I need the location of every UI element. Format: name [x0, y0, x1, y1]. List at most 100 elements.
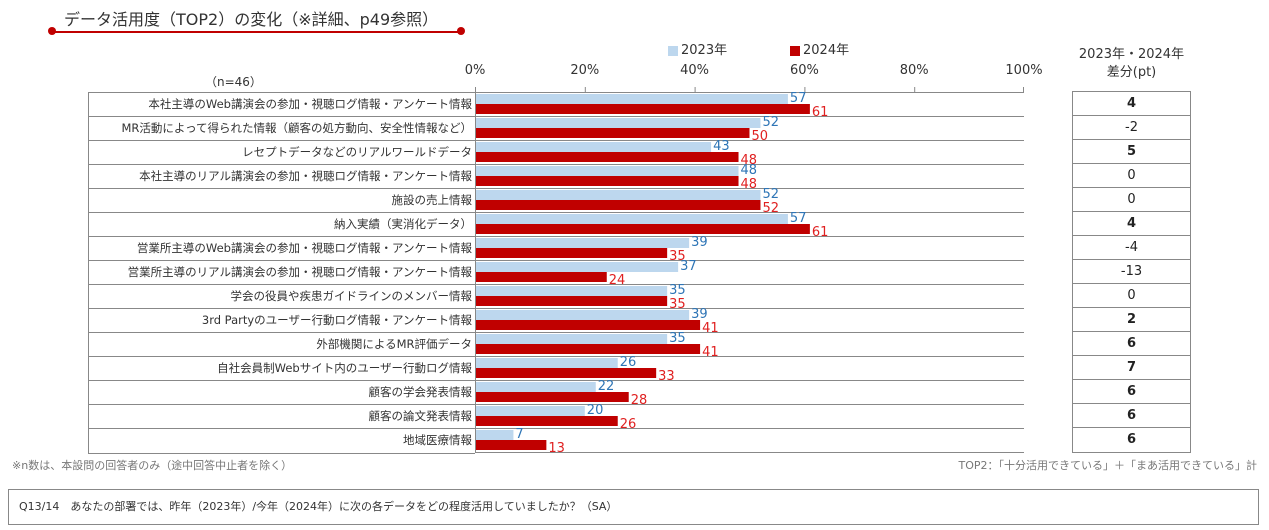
diff-cell: 6: [1073, 332, 1190, 356]
bar-2024年: [475, 224, 810, 234]
bar-2024年: [475, 104, 810, 114]
diff-cell: -13: [1073, 260, 1190, 284]
bar-2024年: [475, 272, 607, 282]
diff-header-line1: 2023年・2024年: [1078, 47, 1185, 62]
diff-cell: 7: [1073, 356, 1190, 380]
data-label-2023年: 52: [762, 187, 779, 202]
bar-plot: 5761525043484848525257613935372435353941…: [475, 87, 1024, 456]
diff-cell: 0: [1073, 188, 1190, 212]
data-label-2023年: 20: [587, 403, 604, 418]
bar-2024年: [475, 320, 701, 330]
bar-2024年: [475, 296, 668, 306]
chart-title: データ活用度（TOP2）の変化（※詳細、p49参照）: [64, 10, 439, 29]
diff-cell: 2: [1073, 308, 1190, 332]
category-label: 本社主導のリアル講演会の参加・視聴ログ情報・アンケート情報: [89, 165, 475, 189]
category-label: レセプトデータなどのリアルワールドデータ: [89, 141, 475, 165]
bar-2023年: [475, 94, 788, 104]
x-tick-label: 80%: [899, 63, 929, 78]
diff-cell: 0: [1073, 164, 1190, 188]
diff-cell: 4: [1073, 212, 1190, 236]
bar-2024年: [475, 416, 618, 426]
bar-2024年: [475, 176, 739, 186]
data-label-2024年: 41: [702, 345, 719, 360]
data-label-2023年: 57: [790, 211, 807, 226]
legend-2024: 2024年: [790, 43, 849, 58]
category-label: 施設の売上情報: [89, 189, 475, 213]
note-right: TOP2：「十分活用できている」＋「まあ活用できている」計: [958, 459, 1257, 472]
data-label-2024年: 61: [812, 225, 829, 240]
x-tick-label: 0%: [464, 63, 486, 78]
data-label-2023年: 48: [741, 163, 758, 178]
bar-2023年: [475, 406, 585, 416]
bar-2024年: [475, 152, 739, 162]
underline-dot-left: [48, 27, 56, 35]
data-label-2023年: 7: [515, 427, 523, 442]
title-underline: [52, 31, 462, 33]
bar-2023年: [475, 190, 761, 200]
bar-2024年: [475, 440, 547, 450]
diff-cell: -2: [1073, 116, 1190, 140]
category-label: 営業所主導のリアル講演会の参加・視聴ログ情報・アンケート情報: [89, 261, 475, 285]
data-label-2023年: 52: [762, 115, 779, 130]
bar-2024年: [475, 128, 750, 138]
question-text: Q13/14 あなたの部署では、昨年（2023年）/今年（2024年）に次の各デ…: [8, 489, 1259, 525]
data-label-2024年: 28: [631, 393, 648, 408]
x-tick-label: 60%: [789, 63, 819, 78]
category-label: 本社主導のWeb講演会の参加・視聴ログ情報・アンケート情報: [89, 93, 475, 117]
category-label: 学会の役員や疾患ガイドラインのメンバー情報: [89, 285, 475, 309]
x-tick-label: 100%: [1005, 63, 1043, 78]
category-labels: 本社主導のWeb講演会の参加・視聴ログ情報・アンケート情報 MR活動によって得られ…: [88, 92, 475, 454]
category-label: 自社会員制Webサイト内のユーザー行動ログ情報: [89, 357, 475, 381]
data-label-2023年: 35: [669, 283, 686, 298]
data-label-2024年: 50: [752, 129, 769, 144]
data-label-2023年: 26: [620, 355, 637, 370]
category-label: 顧客の論文発表情報: [89, 405, 475, 429]
data-label-2023年: 22: [598, 379, 615, 394]
bar-2024年: [475, 248, 668, 258]
bar-2023年: [475, 238, 690, 248]
diff-table: 4 -2 5 0 0 4 -4 -13 0 2 6 7 6 6 6: [1072, 91, 1191, 453]
bar-2024年: [475, 344, 701, 354]
diff-cell: 6: [1126, 432, 1137, 447]
bar-2023年: [475, 142, 712, 152]
data-label-2024年: 61: [812, 105, 829, 120]
note-left: ※n数は、本設問の回答者のみ（途中回答中止者を除く）: [12, 459, 293, 472]
bar-2023年: [475, 430, 514, 440]
category-label: MR活動によって得られた情報（顧客の処方動向、安全性情報など）: [89, 117, 475, 141]
data-label-2024年: 48: [741, 153, 758, 168]
sample-size: （n=46）: [205, 75, 262, 89]
data-label-2023年: 35: [669, 331, 686, 346]
category-label: 3rd Partyのユーザー行動ログ情報・アンケート情報: [89, 309, 475, 333]
data-label-2024年: 52: [762, 201, 779, 216]
legend-label-2023: 2023年: [681, 43, 728, 58]
category-label: 納入実績（実消化データ）: [89, 213, 475, 237]
data-label-2024年: 35: [669, 249, 686, 264]
x-tick-label: 40%: [680, 63, 710, 78]
diff-cell: 6: [1073, 404, 1190, 428]
diff-cell: 4: [1073, 92, 1190, 116]
bar-2023年: [475, 262, 679, 272]
diff-header: 2023年・2024年 差分(pt): [1072, 46, 1191, 82]
diff-cell: 6: [1073, 380, 1190, 404]
data-label-2024年: 48: [741, 177, 758, 192]
bar-2023年: [475, 334, 668, 344]
bar-2024年: [475, 392, 629, 402]
bar-2023年: [475, 286, 668, 296]
legend-swatch-2024: [790, 45, 800, 56]
category-label: 外部機関によるMR評価データ: [89, 333, 475, 357]
category-label: 顧客の学会発表情報: [89, 381, 475, 405]
data-label-2024年: 35: [669, 297, 686, 312]
diff-cell: -4: [1073, 236, 1190, 260]
legend-label-2024: 2024年: [803, 43, 850, 58]
diff-cell: 0: [1073, 284, 1190, 308]
data-label-2024年: 33: [658, 369, 675, 384]
data-label-2024年: 24: [609, 273, 626, 288]
data-label-2023年: 39: [691, 307, 708, 322]
bar-2023年: [475, 310, 690, 320]
diff-header-line2: 差分(pt): [1106, 65, 1157, 80]
bar-2023年: [475, 166, 739, 176]
bar-2024年: [475, 368, 657, 378]
category-label: 営業所主導のWeb講演会の参加・視聴ログ情報・アンケート情報: [89, 237, 475, 261]
data-label-2023年: 43: [713, 139, 730, 154]
bar-2023年: [475, 358, 618, 368]
